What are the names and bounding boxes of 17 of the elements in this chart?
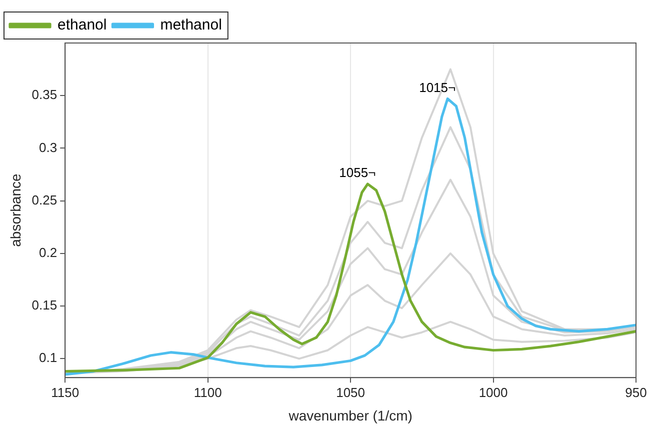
x-tick-label: 1000 bbox=[478, 384, 508, 400]
y-tick-label: 0.2 bbox=[39, 245, 58, 260]
y-axis-title: absorbance bbox=[7, 174, 24, 247]
y-tick-label: 0.25 bbox=[32, 192, 58, 208]
annotation: 1015¬ bbox=[419, 80, 456, 95]
y-tick-label: 0.15 bbox=[32, 298, 58, 313]
legend-label: ethanol bbox=[58, 16, 107, 34]
y-tick-label: 0.3 bbox=[39, 140, 58, 155]
x-tick-label: 1150 bbox=[51, 384, 80, 400]
x-tick-label: 1100 bbox=[194, 384, 222, 400]
annotation: 1055¬ bbox=[339, 165, 376, 180]
x-axis-title: wavenumber (1/cm) bbox=[288, 407, 412, 424]
y-tick-label: 0.1 bbox=[39, 350, 58, 366]
y-tick-label: 0.35 bbox=[32, 87, 58, 102]
legend-label: methanol bbox=[160, 16, 222, 34]
x-tick-label: 1050 bbox=[336, 384, 366, 400]
x-tick-label: 950 bbox=[625, 384, 647, 400]
